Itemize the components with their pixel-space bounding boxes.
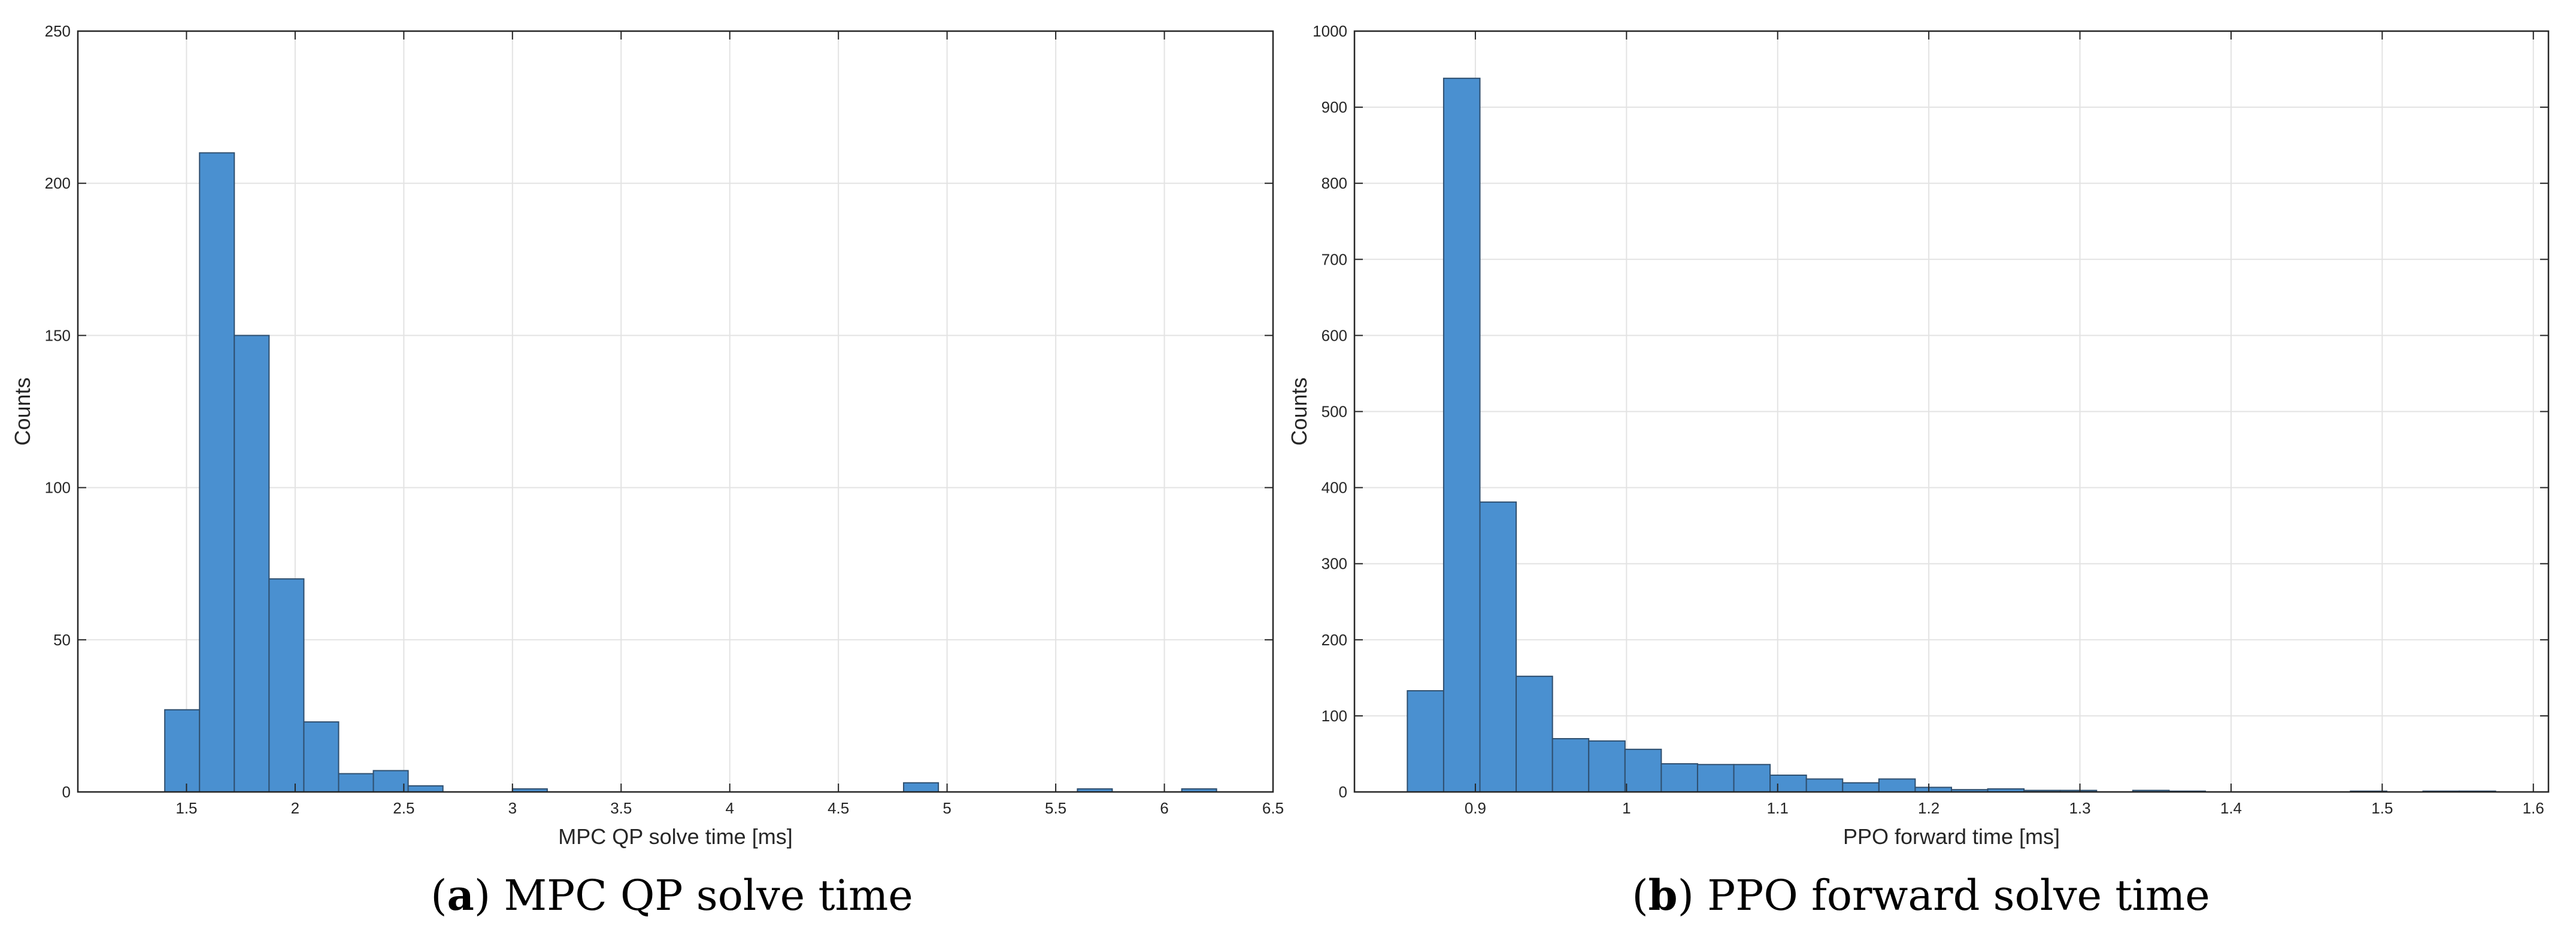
y-tick-label-b-5: 500 [1322, 403, 1347, 421]
y-tick-label-a-0: 0 [62, 783, 71, 801]
caption-b: (b) PPO forward solve time [1632, 870, 2210, 920]
x-tick-label-b-6: 1.5 [2371, 799, 2393, 817]
x-tick-label-a-4: 3.5 [610, 799, 632, 817]
x-tick-label-b-2: 1.1 [1767, 799, 1789, 817]
histogram-bar-a-6 [372, 770, 409, 793]
y-tick-label-a-4: 200 [45, 174, 71, 192]
caption-a: (a) MPC QP solve time [431, 870, 913, 920]
y-tick-label-b-1: 100 [1322, 707, 1347, 725]
caption-b-letter: b [1648, 870, 1678, 920]
histogram-bar-a-5 [338, 773, 374, 793]
x-tick-label-a-7: 5 [942, 799, 951, 817]
x-tick-label-b-0: 0.9 [1465, 799, 1486, 817]
x-tick-label-a-2: 2.5 [393, 799, 414, 817]
histogram-bar-b-5 [1588, 740, 1626, 793]
chart-panel-b: 0.9 1 1.1 1.2 1.3 1.4 1.5 1.6 0 100 200 300 400 500 60… [1287, 22, 2550, 849]
y-tick-label-b-6: 600 [1322, 326, 1347, 344]
histogram-bar-b-8 [1696, 764, 1735, 793]
x-tick-label-a-10: 6.5 [1262, 799, 1284, 817]
x-tick-label-a-6: 4.5 [828, 799, 849, 817]
x-axis-label-b: PPO forward time [ms] [1843, 824, 2060, 849]
histogram-bar-a-9 [903, 782, 940, 793]
histogram-bar-a-2 [234, 335, 270, 793]
y-tick-label-b-2: 200 [1322, 631, 1347, 649]
x-tick-label-a-9: 6 [1160, 799, 1168, 817]
caption-a-letter: a [447, 870, 474, 920]
ticks-b: 0.9 1 1.1 1.2 1.3 1.4 1.5 1.6 0 100 200 300 400 500 60… [1313, 22, 2548, 817]
histogram-bar-a-7 [407, 785, 444, 793]
y-tick-label-b-3: 300 [1322, 555, 1347, 573]
x-tick-label-b-3: 1.2 [1918, 799, 1939, 817]
histogram-bar-a-4 [303, 721, 340, 793]
histogram-bar-b-11 [1805, 778, 1844, 793]
y-tick-label-b-0: 0 [1339, 783, 1347, 801]
x-tick-label-a-1: 2 [291, 799, 299, 817]
histogram-bar-b-3 [1516, 675, 1553, 793]
histogram-bar-b-4 [1551, 738, 1590, 793]
histogram-bar-b-10 [1769, 775, 1807, 793]
y-tick-label-a-1: 50 [53, 631, 71, 649]
ticks-a: 1.5 2 2.5 3 3.5 4 4.5 5 5.5 6 6.5 0 50 100 150 200 250 [45, 22, 1284, 817]
histogram-bar-b-0 [1407, 690, 1444, 793]
x-tick-label-a-0: 1.5 [175, 799, 197, 817]
histogram-bar-a-3 [268, 578, 305, 793]
histogram-bar-b-1 [1442, 77, 1481, 793]
y-tick-label-a-3: 150 [45, 326, 71, 344]
caption-b-text: ) PPO forward solve time [1678, 871, 2210, 920]
x-tick-label-b-7: 1.6 [2523, 799, 2544, 817]
y-tick-label-b-10: 1000 [1313, 22, 1347, 40]
histogram-bar-a-1 [199, 152, 235, 793]
chart-panel-a: 1.5 2 2.5 3 3.5 4 4.5 5 5.5 6 6.5 0 50 100 150 200 250 M… [10, 22, 1284, 849]
y-axis-label-a: Counts [10, 377, 35, 445]
x-axis-label-a: MPC QP solve time [ms] [558, 824, 792, 849]
y-tick-label-b-9: 900 [1322, 98, 1347, 116]
x-tick-label-a-5: 4 [725, 799, 734, 817]
histogram-bar-b-13 [1878, 778, 1916, 793]
y-tick-label-a-5: 250 [45, 22, 71, 40]
caption-a-text: ) MPC QP solve time [474, 871, 913, 920]
y-tick-label-b-7: 700 [1322, 250, 1347, 268]
x-tick-label-a-3: 3 [508, 799, 517, 817]
histogram-bar-b-12 [1842, 782, 1880, 793]
histogram-bar-b-7 [1660, 763, 1698, 793]
y-tick-label-b-4: 400 [1322, 479, 1347, 497]
bars-b [1407, 77, 2496, 793]
x-tick-label-b-5: 1.4 [2220, 799, 2242, 817]
histogram-bar-a-0 [164, 709, 201, 793]
x-tick-label-a-8: 5.5 [1045, 799, 1066, 817]
histogram-bar-b-9 [1733, 764, 1771, 793]
bars-a [164, 152, 1217, 793]
y-tick-label-a-2: 100 [45, 479, 71, 497]
histogram-bar-b-2 [1479, 501, 1517, 793]
x-tick-label-b-4: 1.3 [2069, 799, 2090, 817]
axes-box-a [77, 30, 1274, 793]
y-tick-label-b-8: 800 [1322, 174, 1347, 192]
y-axis-label-b: Counts [1287, 377, 1311, 445]
x-tick-label-b-1: 1 [1622, 799, 1631, 817]
histogram-bar-b-6 [1624, 748, 1662, 793]
